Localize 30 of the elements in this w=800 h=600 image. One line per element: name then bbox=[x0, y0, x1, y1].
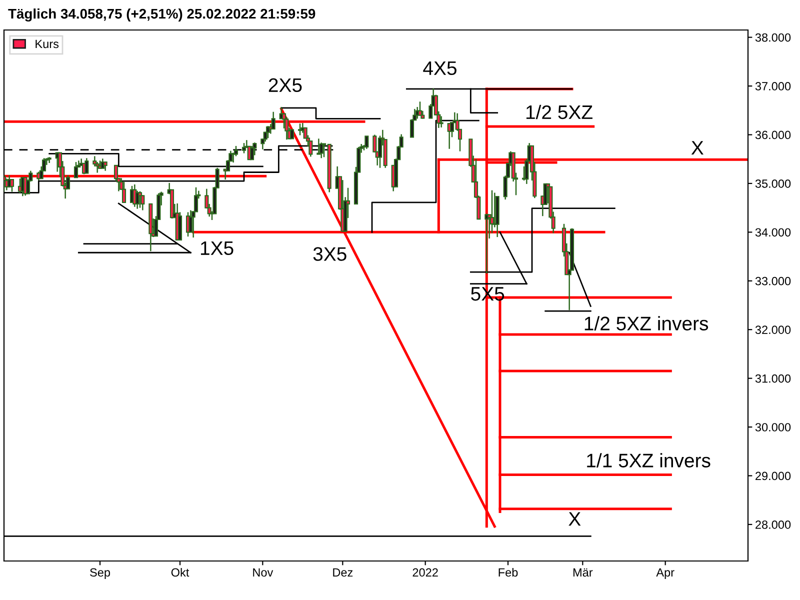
x-tick-label: Mär bbox=[573, 568, 593, 577]
annotation: 2X5 bbox=[268, 78, 302, 92]
annotation: 1/2 5XZ invers bbox=[584, 316, 708, 330]
y-tick-label: 37.000 bbox=[755, 82, 791, 90]
y-tick-label: 38.000 bbox=[755, 33, 791, 42]
y-tick-label: 30.000 bbox=[755, 423, 791, 432]
y-tick-label: 35.000 bbox=[755, 179, 791, 188]
x-tick-label: 2022 bbox=[412, 568, 438, 577]
chart-title: Täglich 34.058,75 (+2,51%) 25.02.2022 21:59:59 bbox=[8, 8, 316, 22]
x-tick-label: Nov bbox=[253, 568, 274, 577]
annotation: 4X5 bbox=[423, 61, 456, 76]
annotation: 1X5 bbox=[200, 241, 234, 256]
annotation: 3X5 bbox=[313, 247, 346, 261]
y-tick-label: 29.000 bbox=[756, 472, 791, 480]
y-tick-label: 32.000 bbox=[755, 326, 791, 334]
legend-label: Kurs bbox=[36, 40, 59, 48]
annotation: X bbox=[568, 512, 581, 526]
y-tick-label: 34.000 bbox=[755, 228, 791, 237]
y-tick-label: 36.000 bbox=[755, 130, 791, 140]
annotation: X bbox=[691, 141, 704, 155]
x-tick-label: Apr bbox=[656, 568, 674, 579]
x-tick-label: Sep bbox=[90, 568, 110, 579]
x-tick-label: Okt bbox=[171, 568, 190, 577]
y-tick-label: 28.000 bbox=[756, 520, 791, 529]
y-tick-label: 33.000 bbox=[755, 276, 791, 286]
annotation: 1/2 5XZ bbox=[526, 104, 592, 120]
x-tick-label: Dez bbox=[333, 568, 353, 577]
x-tick-label: Feb bbox=[498, 568, 518, 577]
annotation: 1/1 5XZ invers bbox=[587, 453, 710, 468]
y-tick-label: 31.000 bbox=[755, 374, 791, 383]
